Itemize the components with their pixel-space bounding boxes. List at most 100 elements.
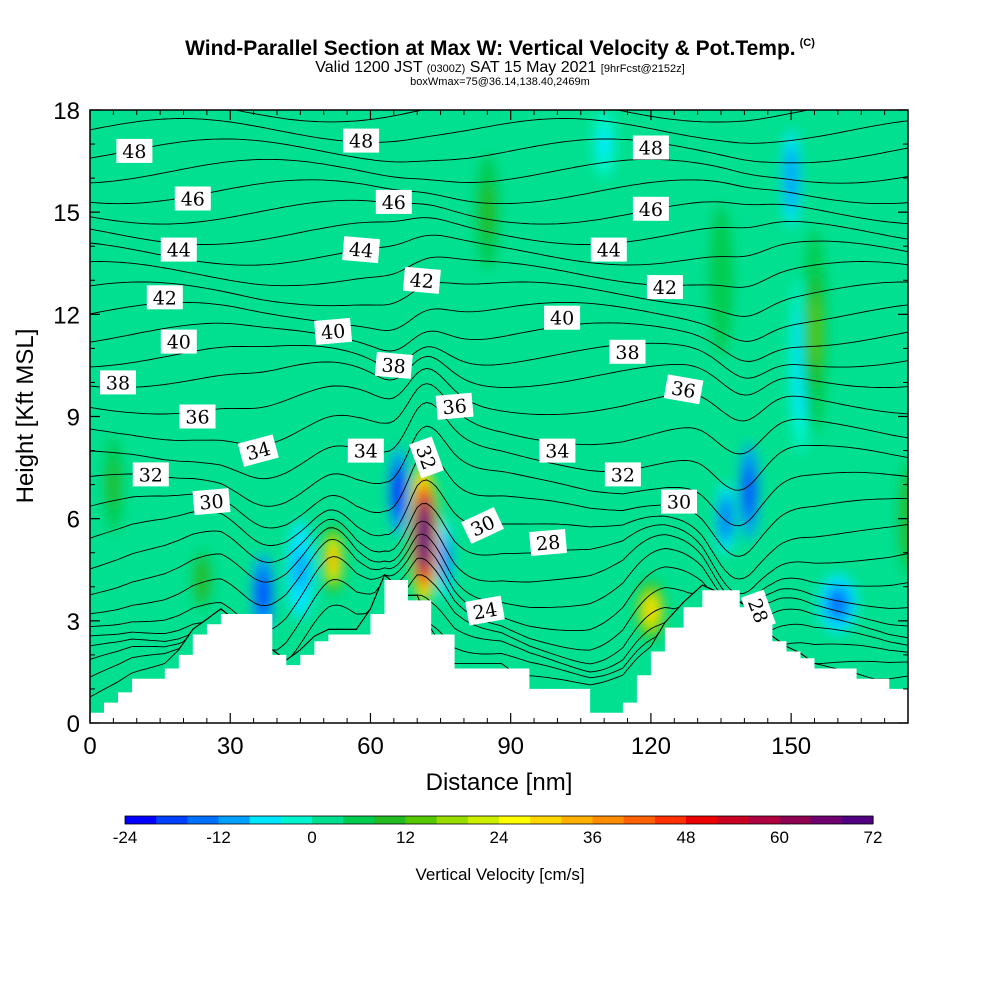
theta-label: 30 bbox=[192, 488, 231, 516]
theta-label: 44 bbox=[160, 237, 197, 262]
theta-label-text: 38 bbox=[615, 342, 639, 364]
x-axis-label: Distance [nm] bbox=[426, 769, 573, 796]
colorbar-swatch bbox=[280, 816, 313, 824]
theta-label-box bbox=[632, 135, 669, 160]
y-tick-label: 9 bbox=[67, 405, 80, 432]
theta-label-text: 36 bbox=[442, 395, 468, 419]
theta-label: 46 bbox=[632, 196, 669, 221]
colorbar-swatch bbox=[530, 816, 562, 824]
copyright-mark: (C) bbox=[799, 37, 815, 49]
theta-label-text: 34 bbox=[354, 441, 378, 463]
theta-contour-line bbox=[90, 322, 908, 362]
theta-contour-line bbox=[90, 118, 908, 144]
colorbar-swatch bbox=[467, 816, 500, 824]
theta-label: 42 bbox=[402, 266, 441, 294]
theta-label: 38 bbox=[609, 339, 646, 364]
theta-label-box bbox=[132, 462, 169, 487]
theta-label-box bbox=[632, 196, 669, 221]
theta-label-box bbox=[590, 237, 627, 262]
theta-label-box bbox=[343, 128, 380, 153]
terrain-profile bbox=[90, 580, 908, 723]
colorbar-swatch bbox=[218, 816, 251, 824]
theta-label-text: 44 bbox=[597, 240, 621, 262]
theta-label: 34 bbox=[347, 438, 384, 463]
velocity-cell bbox=[322, 524, 344, 595]
theta-label-text: 30 bbox=[199, 491, 225, 515]
x-tick-label: 120 bbox=[631, 733, 671, 760]
velocity-cell bbox=[410, 468, 439, 603]
velocity-cell bbox=[101, 419, 126, 550]
colorbar-swatch bbox=[436, 816, 469, 824]
theta-label-text: 40 bbox=[320, 320, 346, 344]
theta-label: 36 bbox=[179, 404, 216, 429]
theta-label-box bbox=[663, 374, 704, 405]
theta-label-box bbox=[116, 138, 153, 163]
y-tick-label: 3 bbox=[67, 609, 80, 636]
theta-label: 38 bbox=[374, 351, 413, 379]
theta-label: 36 bbox=[435, 392, 474, 420]
theta-label-text: 48 bbox=[639, 138, 663, 160]
theta-label-box bbox=[237, 434, 279, 467]
colorbar-frame bbox=[124, 815, 874, 825]
velocity-shade bbox=[714, 244, 728, 317]
velocity-shade bbox=[418, 511, 431, 560]
theta-label-box bbox=[435, 392, 474, 420]
theta-label: 40 bbox=[160, 329, 197, 354]
theta-contour-line bbox=[90, 342, 908, 379]
velocity-cell bbox=[739, 442, 759, 541]
theta-label: 40 bbox=[314, 317, 353, 345]
theta-label-box bbox=[179, 404, 216, 429]
y-tick-label: 15 bbox=[53, 200, 80, 227]
velocity-cell bbox=[593, 110, 615, 178]
velocity-shade bbox=[393, 472, 404, 511]
x-tick-label: 0 bbox=[83, 733, 96, 760]
theta-label-box bbox=[375, 189, 412, 214]
theta-label-box bbox=[465, 595, 505, 626]
colorbar-tick-label: 48 bbox=[677, 828, 696, 847]
theta-contour-line bbox=[90, 138, 908, 164]
theta-contour-line bbox=[90, 368, 908, 422]
forecast-info: [9hrFcst@2152z] bbox=[600, 63, 685, 75]
velocity-shade bbox=[257, 576, 269, 611]
chart-title: Wind-Parallel Section at Max W: Vertical… bbox=[185, 37, 815, 60]
velocity-cell bbox=[781, 129, 801, 227]
theta-label-box bbox=[740, 589, 776, 632]
velocity-cell bbox=[189, 540, 215, 620]
theta-contour-line bbox=[90, 503, 908, 595]
theta-label: 32 bbox=[409, 436, 444, 479]
colorbar-swatch bbox=[499, 816, 531, 824]
theta-contour-line bbox=[90, 383, 908, 455]
box-info: boxWmax=75@36.14,138.40,2469m bbox=[410, 76, 590, 88]
theta-label: 34 bbox=[539, 438, 576, 463]
theta-label-box bbox=[160, 237, 197, 262]
theta-label: 44 bbox=[590, 237, 627, 262]
theta-label-text: 32 bbox=[611, 464, 635, 486]
theta-contour-line bbox=[90, 217, 908, 245]
velocity-shade bbox=[744, 470, 754, 513]
theta-label-box bbox=[604, 462, 641, 487]
theta-label-text: 40 bbox=[550, 308, 574, 330]
colorbar-tick-label: 24 bbox=[490, 828, 509, 847]
velocity-shade bbox=[809, 295, 821, 368]
colorbar-tick-label: 12 bbox=[396, 828, 415, 847]
theta-label-text: 48 bbox=[349, 131, 373, 153]
velocity-cell bbox=[286, 520, 315, 619]
theta-label: 24 bbox=[465, 595, 505, 626]
theta-label: 48 bbox=[116, 138, 153, 163]
theta-label: 40 bbox=[544, 305, 581, 330]
theta-label-text: 36 bbox=[670, 377, 698, 403]
y-axis-label: Height [Kft MSL] bbox=[12, 329, 39, 504]
valid-date: SAT 15 May 2021 bbox=[469, 59, 597, 76]
velocity-shade bbox=[720, 503, 731, 535]
velocity-cell bbox=[471, 134, 504, 290]
y-tick-label: 18 bbox=[53, 98, 80, 125]
theta-contour-line bbox=[90, 520, 908, 603]
velocity-shade bbox=[328, 546, 338, 573]
colorbar-tick-label: 72 bbox=[864, 828, 883, 847]
theta-label: 46 bbox=[174, 186, 211, 211]
colorbar-swatch bbox=[187, 816, 220, 824]
valid-prefix: Valid 1200 JST bbox=[315, 59, 423, 76]
theta-label: 32 bbox=[132, 462, 169, 487]
